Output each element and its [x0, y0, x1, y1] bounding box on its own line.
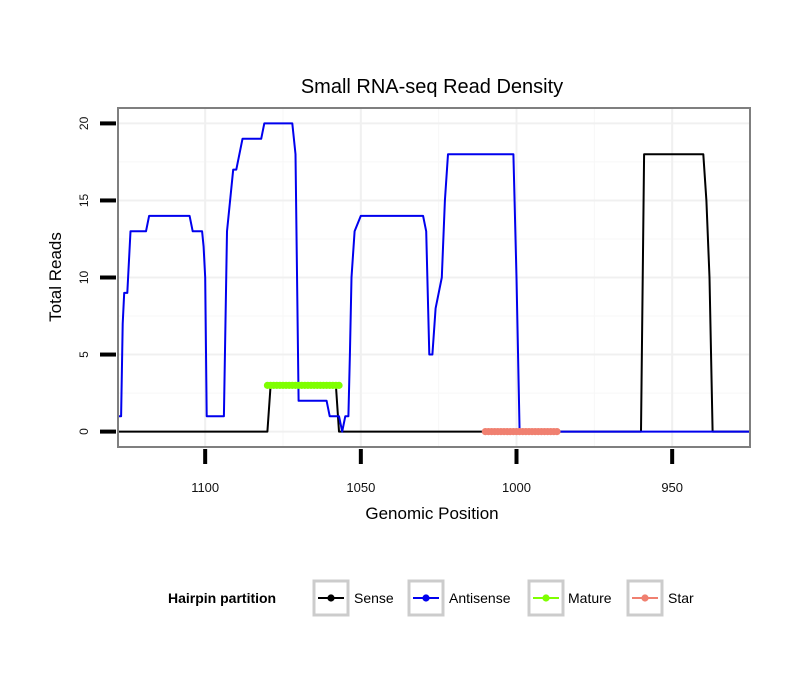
y-axis-title: Total Reads [46, 232, 65, 322]
legend-title: Hairpin partition [168, 590, 276, 606]
y-tick-label: 10 [77, 271, 91, 285]
band-point [263, 381, 272, 389]
series-line-sense [118, 153, 750, 433]
legend-item-antisense: Antisense [407, 579, 511, 617]
chart-title: Small RNA-seq Read Density [301, 76, 563, 98]
y-tick-label: 20 [77, 116, 91, 130]
plot-border [117, 107, 751, 448]
legend-item-star: Star [626, 579, 694, 617]
legend-label: Star [668, 590, 694, 606]
band-point [481, 427, 489, 436]
x-tick-label: 950 [661, 480, 683, 495]
legend-label: Mature [568, 590, 612, 606]
series-layer [118, 122, 750, 436]
series-line-antisense [118, 122, 750, 433]
x-tick-label: 1050 [346, 480, 375, 495]
legend-key-point [641, 594, 649, 602]
legend-item-mature: Mature [527, 579, 612, 617]
legend-label: Sense [354, 590, 394, 606]
x-axis-title: Genomic Position [365, 504, 498, 523]
y-axis: 0 5 10 15 20 [77, 116, 116, 435]
x-axis: 1100 1050 1000 950 [191, 449, 683, 495]
y-tick-label: 5 [77, 351, 91, 358]
x-tick-label: 1100 [191, 480, 219, 495]
series-band-star [481, 427, 561, 436]
legend-key-point [422, 594, 430, 602]
x-tick-label: 1000 [502, 480, 531, 495]
legend-item-sense: Sense [312, 579, 394, 617]
series-band-mature [263, 381, 343, 389]
legend: Hairpin partition Sense Antisense Mature St… [168, 579, 694, 617]
y-tick-label: 0 [77, 428, 91, 435]
y-tick-label: 15 [77, 193, 91, 207]
legend-key-point [327, 594, 335, 602]
legend-label: Antisense [449, 590, 511, 606]
legend-key-point [542, 594, 550, 602]
